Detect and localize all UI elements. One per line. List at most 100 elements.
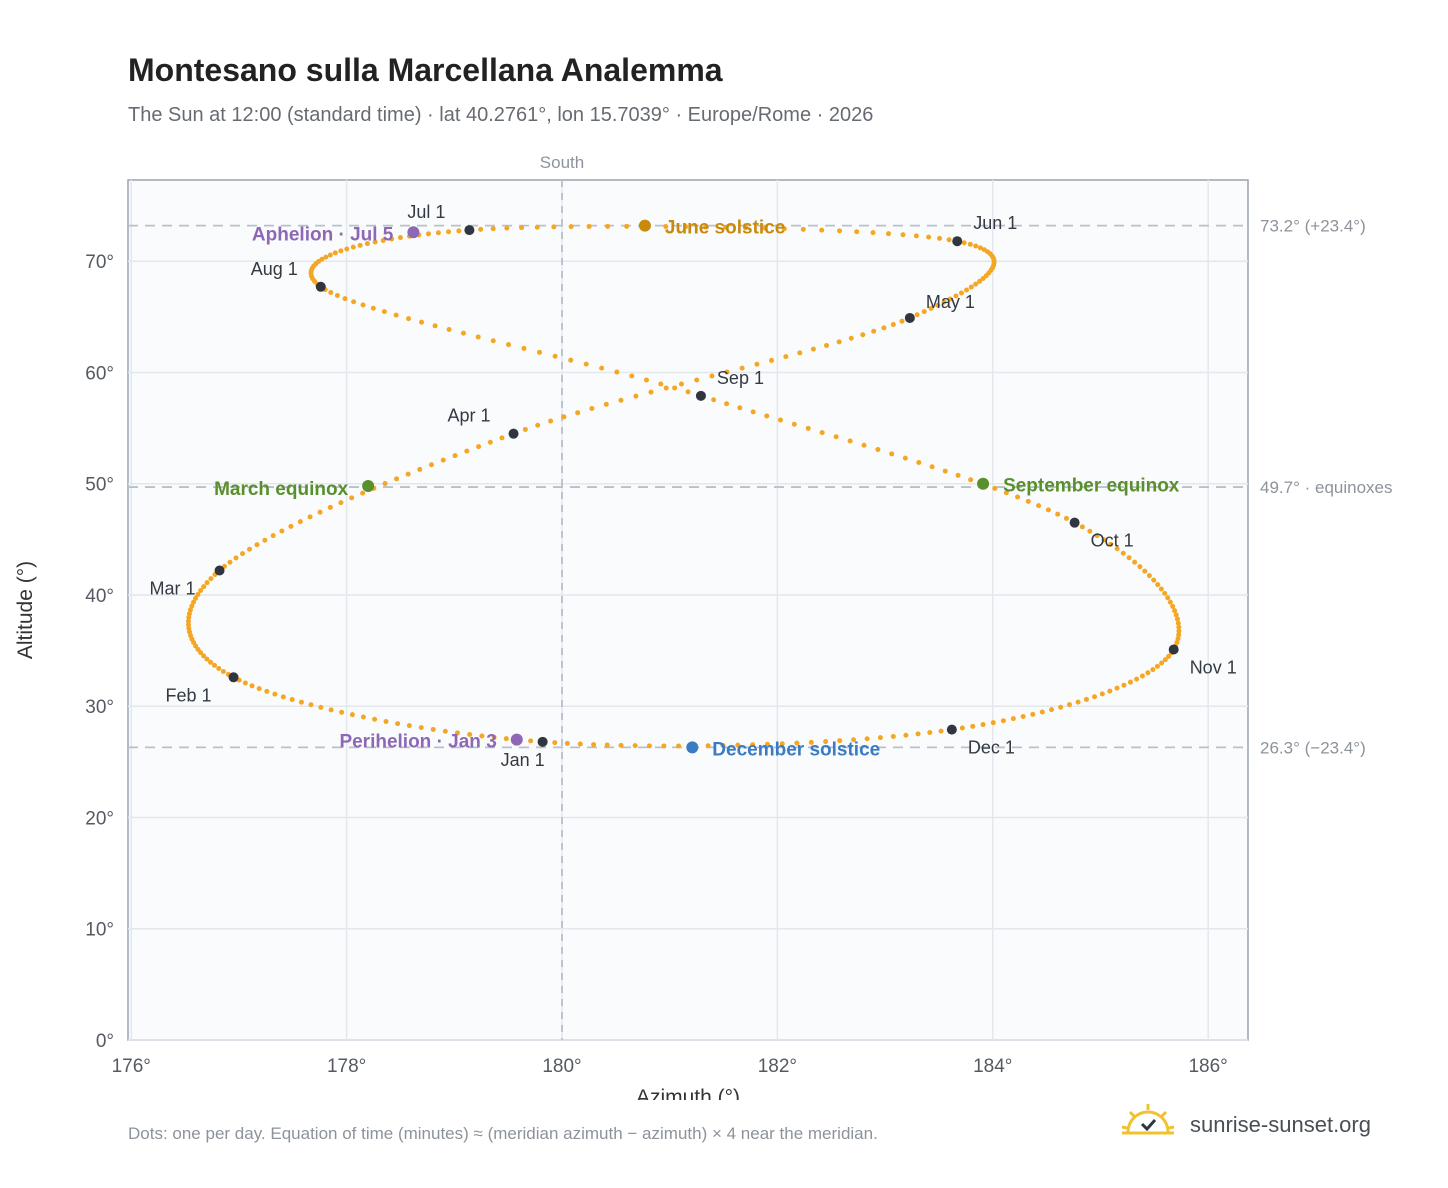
daily-sun-dot <box>875 447 881 453</box>
daily-sun-dot <box>190 599 196 605</box>
daily-sun-dot <box>418 725 424 731</box>
sun-logo-icon <box>1121 1104 1175 1135</box>
daily-sun-dot <box>432 323 438 329</box>
daily-sun-dot <box>479 733 485 739</box>
daily-sun-dot <box>568 224 574 230</box>
daily-sun-dot <box>800 226 806 232</box>
daily-sun-dot <box>328 707 334 713</box>
daily-sun-dot <box>193 595 199 601</box>
daily-sun-dot <box>528 738 534 744</box>
daily-sun-dot <box>977 245 983 251</box>
daily-sun-dot <box>604 742 610 748</box>
daily-sun-dot <box>464 448 470 454</box>
daily-sun-dot <box>446 229 452 235</box>
month-marker <box>1168 644 1179 655</box>
daily-sun-dot <box>764 741 770 747</box>
daily-sun-dot <box>552 740 558 746</box>
month-marker <box>508 428 519 439</box>
daily-sun-dot <box>349 495 355 501</box>
daily-sun-dot <box>552 353 558 359</box>
meridian-label: South <box>540 153 584 172</box>
y-tick-label: 60° <box>85 363 114 384</box>
event-marker <box>638 219 651 232</box>
daily-sun-dot <box>1162 590 1168 596</box>
daily-sun-dot <box>551 224 557 230</box>
daily-sun-dot <box>926 234 932 240</box>
daily-sun-dot <box>360 490 366 496</box>
daily-sun-dot <box>591 742 597 748</box>
daily-sun-dot <box>548 418 554 424</box>
daily-sun-dot <box>663 385 669 391</box>
daily-sun-dot <box>504 225 510 231</box>
month-label: Feb 1 <box>166 685 212 705</box>
daily-sun-dot <box>953 293 959 299</box>
daily-sun-dot <box>216 665 222 671</box>
month-label: May 1 <box>926 292 975 312</box>
daily-sun-dot <box>519 225 525 231</box>
daily-sun-dot <box>327 252 333 258</box>
daily-sun-dot <box>476 444 482 450</box>
daily-sun-dot <box>220 668 226 674</box>
month-marker <box>537 736 548 747</box>
daily-sun-dot <box>561 414 567 420</box>
daily-sun-dot <box>1132 559 1138 565</box>
daily-sun-dot <box>187 607 193 613</box>
month-marker <box>695 390 706 401</box>
event-markers: June solstice December solstice March equi… <box>214 218 1180 761</box>
daily-sun-dot <box>297 519 303 525</box>
daily-sun-dot <box>860 332 866 338</box>
daily-sun-dot <box>1176 628 1182 634</box>
daily-sun-dot <box>735 742 741 748</box>
daily-sun-dot <box>185 622 191 628</box>
daily-sun-dot <box>762 225 768 231</box>
x-tick-label: 182° <box>758 1056 797 1077</box>
daily-sun-dot <box>705 743 711 749</box>
daily-sun-dot <box>605 223 611 229</box>
daily-sun-dot <box>941 299 947 305</box>
month-label: Aug 1 <box>251 259 298 279</box>
daily-sun-dot <box>1142 568 1148 574</box>
daily-sun-dot <box>889 451 895 457</box>
daily-sun-dot <box>902 455 908 461</box>
daily-sun-dot <box>1075 699 1081 705</box>
daily-sun-dot <box>490 338 496 344</box>
daily-sun-dot <box>195 591 201 597</box>
daily-sun-dot <box>1146 573 1152 579</box>
daily-sun-dot <box>308 702 314 708</box>
month-label: Oct 1 <box>1091 531 1134 551</box>
daily-sun-dot <box>864 736 870 742</box>
daily-sun-dot <box>961 240 967 246</box>
brand[interactable]: sunrise-sunset.org <box>1120 1100 1420 1150</box>
daily-sun-dot <box>536 349 542 355</box>
daily-sun-dot <box>937 235 943 241</box>
daily-sun-dot <box>397 235 403 241</box>
daily-sun-dot <box>724 369 730 375</box>
daily-sun-dot <box>981 247 987 253</box>
month-label: Jul 1 <box>407 202 445 222</box>
daily-sun-dot <box>703 224 709 230</box>
daily-sun-dot <box>1107 688 1113 694</box>
grid <box>128 180 1248 1041</box>
daily-sun-dot <box>1099 691 1105 697</box>
x-tick-label: 176° <box>112 1056 151 1077</box>
daily-sun-dot <box>1159 660 1165 666</box>
daily-sun-dot <box>233 555 239 561</box>
reference-lines: South 73.2° (+23.4°) 49.7° · equinoxes 26.3… <box>128 153 1393 1040</box>
daily-sun-dot <box>586 223 592 229</box>
daily-sun-dot <box>836 339 842 345</box>
daily-sun-dot <box>272 691 278 697</box>
daily-sun-dot <box>739 365 745 371</box>
daily-sun-dot <box>262 537 268 543</box>
daily-sun-dot <box>1166 653 1172 659</box>
daily-sun-dot <box>247 546 253 552</box>
daily-sun-dot <box>577 741 583 747</box>
daily-sun-dot <box>270 533 276 539</box>
x-axis-label: Azimuth (°) <box>636 1086 740 1100</box>
y-tick-label: 20° <box>85 808 114 829</box>
x-tick-label: 186° <box>1188 1056 1227 1077</box>
plot-area <box>127 179 1249 1041</box>
month-marker <box>228 672 239 683</box>
daily-sun-dot <box>405 471 411 477</box>
daily-sun-dot <box>914 312 920 318</box>
daily-sun-dot <box>1045 507 1051 513</box>
